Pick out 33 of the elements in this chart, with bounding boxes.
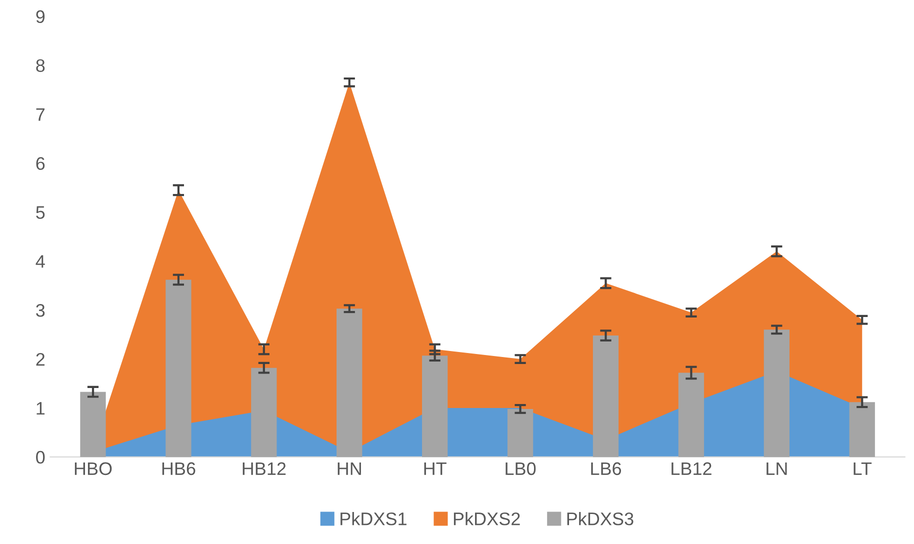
y-tick-label: 3	[36, 304, 45, 317]
x-tick-label: LB0	[506, 462, 536, 476]
y-tick-label: 7	[36, 108, 45, 121]
bar	[678, 372, 704, 457]
bar	[507, 408, 534, 457]
bar	[849, 402, 875, 457]
x-tick-label: LT	[854, 462, 872, 475]
x-tick-label: HB6	[162, 462, 196, 476]
bar	[592, 336, 619, 457]
x-tick-label: LB6	[591, 462, 622, 476]
y-tick-label: 0	[36, 450, 45, 464]
x-tick-label: HT	[424, 462, 446, 475]
x-tick-label: HN	[338, 462, 361, 475]
bar	[251, 368, 277, 457]
x-tick-label: HB12	[242, 462, 286, 475]
bar	[80, 392, 106, 457]
bar	[336, 308, 362, 457]
y-tick-label: 1	[36, 402, 45, 415]
bar	[422, 356, 448, 457]
y-tick-label: 8	[36, 59, 45, 72]
bar	[166, 280, 192, 457]
x-tick-label: LN	[766, 462, 787, 475]
y-tick-label: 6	[36, 157, 45, 170]
legend-label: PkDXS2	[454, 512, 520, 526]
y-tick-label: 2	[36, 352, 45, 366]
bar	[764, 330, 790, 457]
x-tick-label: LB12	[672, 462, 712, 475]
y-tick-label: 9	[36, 10, 45, 24]
legend-label: PkDXS1	[340, 512, 406, 526]
x-tick-label: HBO	[74, 462, 112, 476]
y-tick-label: 4	[36, 255, 45, 268]
legend-label: PkDXS3	[567, 512, 634, 526]
y-tick-label: 5	[36, 206, 45, 219]
